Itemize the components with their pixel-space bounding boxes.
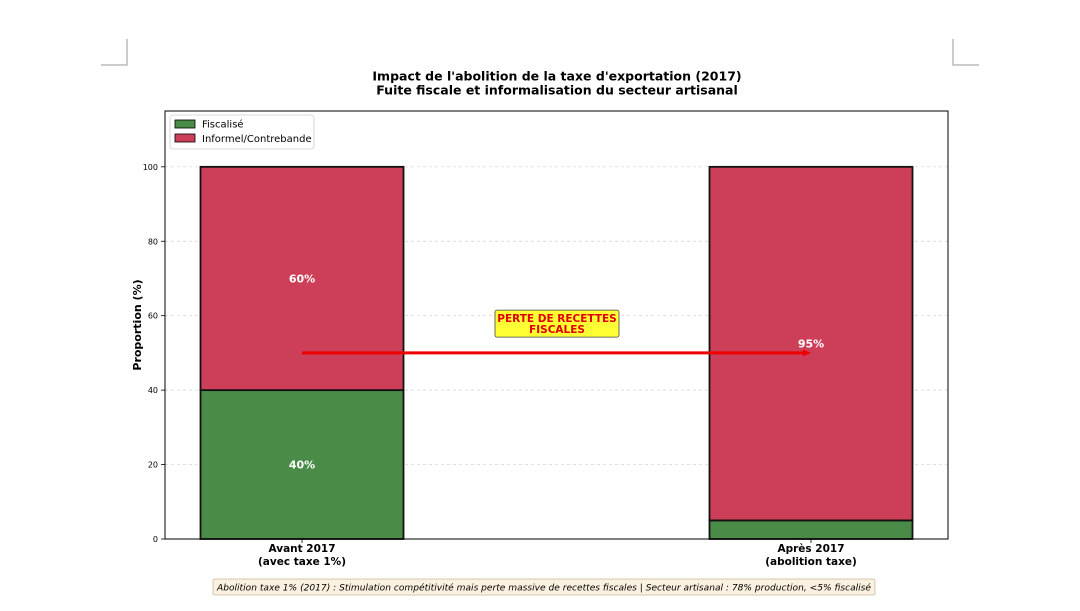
annotation-text-line2: FISCALES (529, 324, 585, 336)
legend-label-fiscalise: Fiscalisé (202, 119, 244, 131)
data-label: 95% (798, 338, 824, 351)
footnote-box (212, 578, 876, 596)
y-tick-label: 100 (143, 163, 158, 172)
annotation-arrowhead (803, 349, 811, 357)
chart-title: Impact de l'abolition de la taxe d'expor… (372, 69, 741, 84)
legend-label-informel: Informel/Contrebande (202, 134, 312, 145)
bar-segment-fiscalise-1 (708, 519, 914, 540)
x-ticks: Avant 2017(avec taxe 1%) Après 2017(aboli… (258, 539, 857, 568)
y-tick-label: 80 (148, 237, 158, 246)
x-tick-label-line2: (abolition taxe) (765, 556, 857, 568)
bar-segment-fiscalise-0 (199, 389, 405, 540)
footnote: Abolition taxe 1% (2017) : Stimulation c… (216, 583, 871, 594)
data-label: 60% (289, 272, 315, 285)
x-tick-label-line2: (avec taxe 1%) (258, 556, 346, 568)
x-tick-label-line1: Avant 2017 (268, 543, 335, 555)
y-tick-label: 60 (148, 312, 158, 321)
y-ticks: 0 20 40 60 80 100 (143, 163, 165, 544)
legend-swatch-fiscalise (174, 119, 196, 129)
annotation-box (494, 309, 620, 338)
chart-subtitle: Fuite fiscale et informalisation du sect… (376, 83, 738, 98)
legend-frame (169, 114, 315, 150)
y-tick-label: 40 (148, 386, 158, 395)
page-corner-marks (101, 39, 979, 66)
annotation: PERTE DE RECETTES FISCALES (302, 309, 811, 357)
y-tick-label: 0 (153, 535, 158, 544)
data-labels: 60% 40% 95% (289, 272, 824, 471)
annotation-text-line1: PERTE DE RECETTES (497, 313, 616, 325)
y-axis-label: Proportion (%) (131, 279, 144, 370)
legend-swatch-informel (174, 133, 196, 143)
data-label: 40% (289, 459, 315, 472)
legend: Fiscalisé Informel/Contrebande (169, 114, 315, 150)
bar-segment-informel-1 (708, 165, 914, 522)
y-tick-label: 20 (148, 461, 158, 470)
plot-frame (164, 110, 949, 540)
bars (199, 165, 914, 540)
x-tick-label-line1: Après 2017 (777, 543, 844, 555)
